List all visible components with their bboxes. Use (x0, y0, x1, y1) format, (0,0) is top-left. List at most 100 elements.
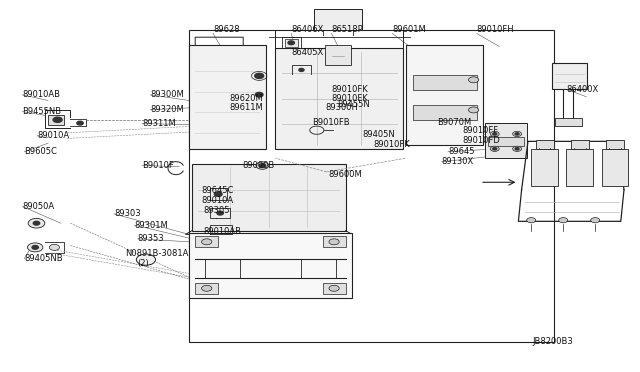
Circle shape (329, 285, 339, 291)
Text: 89010FD: 89010FD (462, 136, 500, 145)
Circle shape (513, 131, 522, 137)
Circle shape (468, 77, 479, 83)
Circle shape (515, 133, 519, 135)
Text: 89353: 89353 (138, 234, 164, 243)
Text: B9455NB: B9455NB (22, 107, 61, 116)
Text: 89303: 89303 (114, 209, 141, 218)
Bar (571, 140, 589, 149)
Circle shape (299, 68, 304, 71)
Text: 89600M: 89600M (328, 170, 362, 179)
Text: B9010F: B9010F (142, 161, 174, 170)
Text: 89300M: 89300M (150, 90, 184, 99)
Bar (325, 45, 351, 65)
Text: 89050A: 89050A (22, 202, 54, 211)
Circle shape (513, 146, 522, 151)
Text: 89010AB: 89010AB (204, 227, 241, 236)
Text: 86518P: 86518P (332, 25, 364, 34)
Text: 89405NB: 89405NB (24, 254, 63, 263)
Text: B9605C: B9605C (24, 147, 57, 156)
Text: 86400X: 86400X (566, 85, 598, 94)
Circle shape (591, 218, 600, 223)
Text: 89300H: 89300H (325, 103, 358, 112)
Bar (275, 48, 403, 149)
Bar (488, 137, 524, 146)
Text: (2): (2) (138, 259, 149, 268)
Circle shape (33, 221, 40, 225)
Bar (552, 63, 587, 89)
Circle shape (77, 121, 83, 125)
Bar (189, 232, 352, 298)
Text: N0891B-3081A: N0891B-3081A (125, 249, 188, 258)
Bar (536, 140, 554, 149)
Text: 89405N: 89405N (362, 130, 395, 139)
Bar (602, 149, 628, 186)
Text: 89645: 89645 (448, 147, 474, 156)
Text: B9070M: B9070M (437, 118, 472, 126)
Text: 86405X: 86405X (291, 48, 323, 57)
Bar (606, 140, 624, 149)
Bar (555, 118, 582, 126)
Bar (531, 149, 558, 186)
Circle shape (255, 92, 263, 97)
Text: 89620M: 89620M (229, 94, 263, 103)
Circle shape (493, 133, 497, 135)
Bar (189, 45, 266, 149)
Text: 89130X: 89130X (442, 157, 474, 166)
Text: 89010FK: 89010FK (332, 85, 368, 94)
Text: 89010FH: 89010FH (477, 25, 515, 34)
Bar (323, 236, 346, 247)
Text: B9010FB: B9010FB (312, 118, 350, 126)
Bar (314, 9, 362, 30)
Circle shape (468, 107, 479, 113)
Text: 89455N: 89455N (337, 100, 370, 109)
Circle shape (256, 162, 269, 169)
Bar (406, 45, 483, 145)
Bar (413, 75, 477, 90)
Text: 89010A: 89010A (202, 196, 234, 205)
Bar (189, 30, 554, 342)
Text: 89320M: 89320M (150, 105, 184, 114)
Text: 86406X: 86406X (291, 25, 324, 34)
Bar (285, 39, 298, 46)
Text: 89311M: 89311M (142, 119, 176, 128)
Text: 89611M: 89611M (229, 103, 263, 112)
Circle shape (490, 146, 499, 151)
Bar (485, 123, 527, 158)
Bar (323, 283, 346, 294)
Circle shape (490, 131, 499, 137)
Bar (413, 105, 477, 120)
Text: 89645C: 89645C (202, 186, 234, 195)
Circle shape (53, 117, 62, 122)
Text: 89628: 89628 (213, 25, 240, 34)
Circle shape (202, 285, 212, 291)
Text: 89601M: 89601M (392, 25, 426, 34)
Bar (48, 115, 64, 125)
Circle shape (136, 254, 156, 265)
Circle shape (515, 148, 519, 150)
Circle shape (259, 164, 266, 167)
Text: 89010FF: 89010FF (462, 126, 498, 135)
Circle shape (255, 73, 264, 78)
Text: 89010FK: 89010FK (332, 94, 368, 103)
Circle shape (214, 192, 222, 196)
Circle shape (288, 41, 294, 45)
Circle shape (493, 148, 497, 150)
Text: 89000B: 89000B (242, 161, 274, 170)
Circle shape (217, 211, 223, 215)
Circle shape (49, 244, 60, 250)
Text: 89301M: 89301M (134, 221, 168, 230)
Text: 89010AB: 89010AB (22, 90, 60, 99)
Text: 89010FK: 89010FK (373, 140, 410, 149)
Text: 89010A: 89010A (37, 131, 69, 140)
Bar (566, 149, 593, 186)
Circle shape (202, 239, 212, 245)
Circle shape (28, 218, 45, 228)
Bar (195, 283, 218, 294)
Circle shape (329, 239, 339, 245)
Circle shape (28, 243, 43, 252)
Text: 89305: 89305 (204, 206, 230, 215)
Text: JB8200B3: JB8200B3 (532, 337, 573, 346)
Circle shape (527, 218, 536, 223)
Bar (195, 236, 218, 247)
Circle shape (32, 246, 38, 249)
